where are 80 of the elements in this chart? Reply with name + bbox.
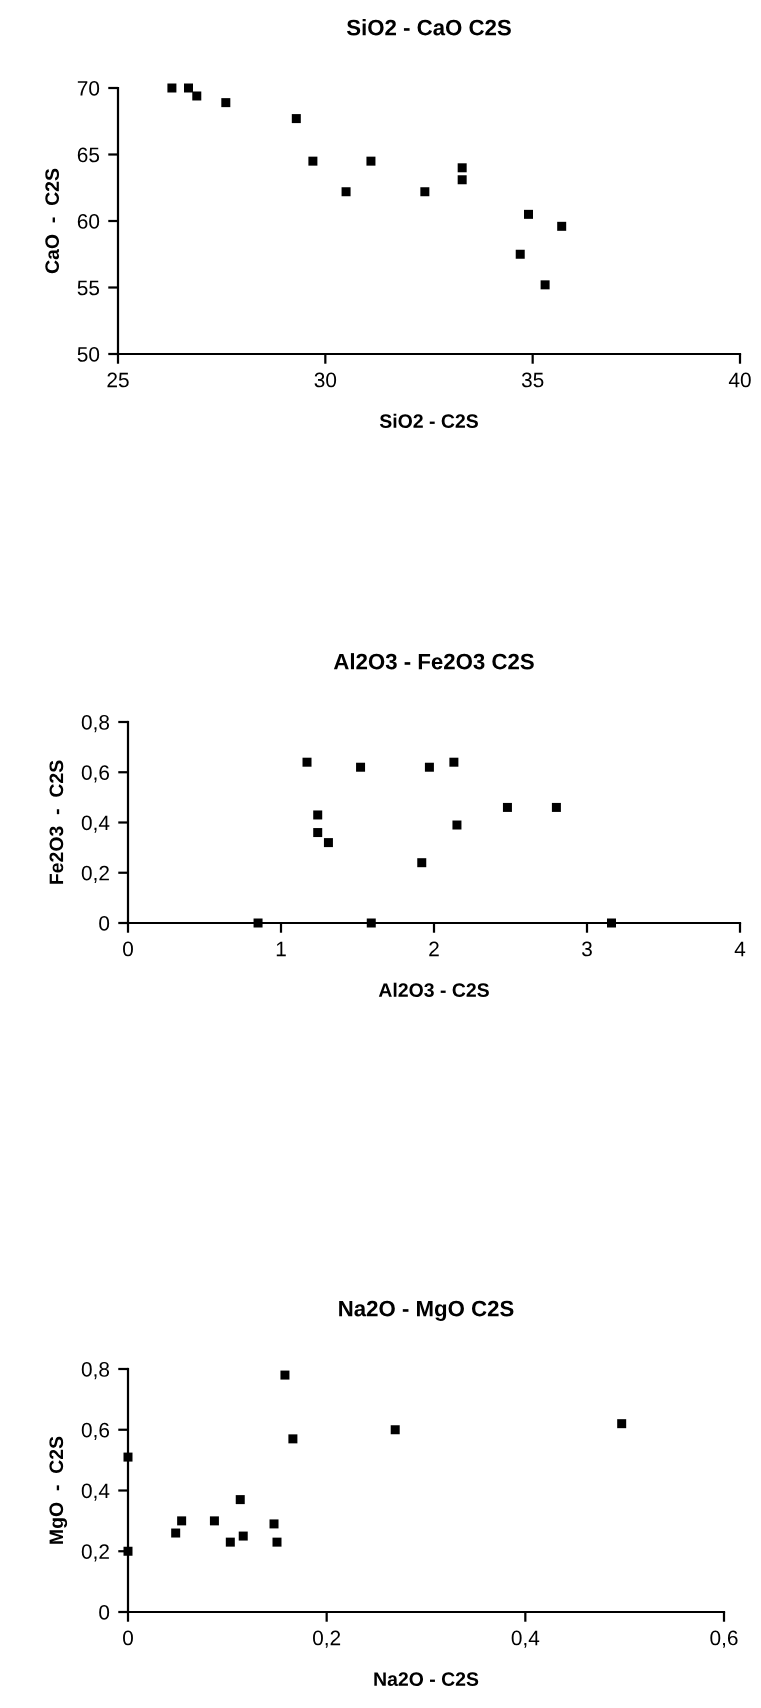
x-axis-title: SiO2 - C2S <box>379 413 478 428</box>
point <box>123 1546 133 1556</box>
point <box>420 187 430 197</box>
point <box>192 91 202 101</box>
point <box>366 156 376 166</box>
y-tick-label: 0,6 <box>81 1422 110 1440</box>
point <box>390 1425 400 1435</box>
y-tick-label: 55 <box>77 280 100 296</box>
point <box>424 762 434 772</box>
point <box>515 249 525 259</box>
point <box>235 1495 245 1505</box>
x-tick-label: 0,2 <box>313 1630 341 1648</box>
y-axis-title: MgO - C2S <box>49 1436 68 1544</box>
point <box>323 838 333 848</box>
y-tick-label: 0,2 <box>81 1544 109 1562</box>
point <box>449 757 459 767</box>
y-tick-label: 0,8 <box>81 715 110 733</box>
point <box>452 820 462 830</box>
y-tick-label: 0,4 <box>81 1483 110 1501</box>
point <box>457 175 467 185</box>
point <box>123 1452 133 1462</box>
point <box>302 757 312 767</box>
point <box>356 762 366 772</box>
x-axis-title: Al2O3 - C2S <box>378 982 489 998</box>
point <box>221 98 231 108</box>
x-tick-label: 0,6 <box>710 1630 738 1648</box>
point <box>617 1419 627 1429</box>
chart-title: SiO2 - CaO C2S <box>346 19 511 36</box>
x-tick-label: 30 <box>314 372 337 388</box>
point <box>171 1528 181 1538</box>
point <box>557 221 567 231</box>
point <box>457 163 467 173</box>
x-tick-label: 0 <box>123 941 133 957</box>
point <box>209 1516 219 1526</box>
point <box>177 1516 187 1526</box>
point <box>269 1519 279 1529</box>
point <box>225 1537 235 1547</box>
point <box>272 1537 282 1547</box>
point <box>524 209 534 219</box>
x-tick-label: 0,4 <box>511 1630 540 1648</box>
point <box>183 83 193 93</box>
y-tick-label: 0,2 <box>81 865 109 883</box>
chart-title: Al2O3 - Fe2O3 C2S <box>333 653 534 670</box>
x-tick-label: 2 <box>429 941 439 957</box>
y-tick-label: 0 <box>99 916 110 931</box>
point <box>313 810 323 820</box>
y-tick-label: 60 <box>77 214 100 229</box>
x-tick-label: 40 <box>728 372 751 388</box>
x-tick-label: 3 <box>582 941 592 957</box>
y-tick-label: 50 <box>77 347 100 362</box>
point <box>366 918 376 928</box>
y-axis-title: Fe2O3 - C2S <box>49 760 64 884</box>
x-tick-label: 0 <box>123 1630 133 1646</box>
x-tick-label: 25 <box>107 372 129 388</box>
point <box>308 156 318 166</box>
point <box>167 83 177 93</box>
point <box>551 802 561 812</box>
point <box>291 114 301 124</box>
x-axis-title: Na2O - C2S <box>374 1672 479 1686</box>
point <box>238 1531 248 1541</box>
y-tick-label: 0,8 <box>81 1362 110 1380</box>
y-tick-label: 70 <box>77 81 100 96</box>
y-tick-label: 65 <box>77 147 100 163</box>
chart-title: Na2O - MgO C2S <box>339 1300 514 1321</box>
y-axis-title: CaO - C2S <box>45 168 60 274</box>
y-tick-label: 0 <box>99 1605 110 1620</box>
point <box>313 828 323 838</box>
point <box>341 187 351 197</box>
point <box>253 918 263 928</box>
x-tick-label: 4 <box>734 941 746 957</box>
point <box>288 1434 298 1444</box>
point <box>606 918 616 928</box>
point <box>540 280 550 290</box>
point <box>417 858 427 868</box>
x-tick-label: 35 <box>521 372 544 388</box>
y-tick-label: 0,4 <box>81 815 110 833</box>
x-tick-label: 1 <box>276 941 286 957</box>
point <box>280 1370 290 1380</box>
point <box>502 802 512 812</box>
y-tick-label: 0,6 <box>81 765 110 783</box>
